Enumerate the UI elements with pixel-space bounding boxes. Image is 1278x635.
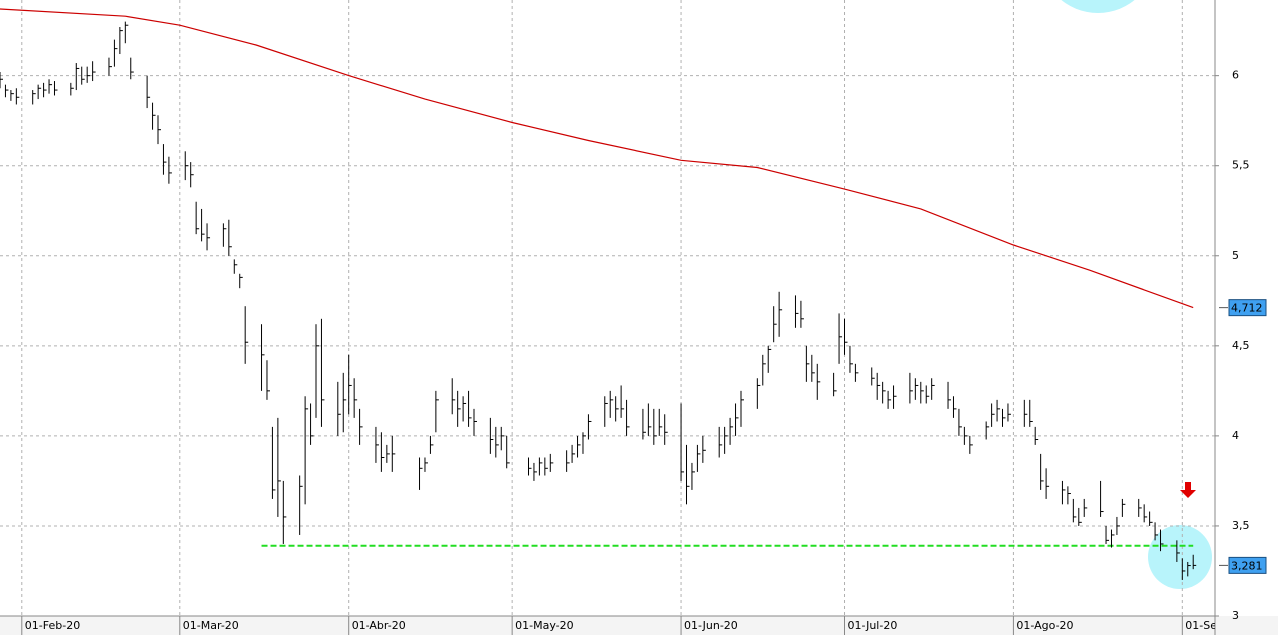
arrow-annotation <box>1180 482 1196 498</box>
y-tick-label: 3,5 <box>1232 519 1250 532</box>
x-tick-label: 01-Ago-20 <box>1016 619 1073 632</box>
x-tick-label: 01-Jul-20 <box>848 619 898 632</box>
y-tick-label: 5,5 <box>1232 159 1250 172</box>
highlight-circle <box>1061 0 1135 13</box>
x-tick-label: 01-Mar-20 <box>183 619 239 632</box>
price-marker-label: 3,281 <box>1231 559 1263 572</box>
grid <box>0 0 1215 616</box>
price-marker <box>1228 556 1267 574</box>
x-tick-label: 01-May-20 <box>515 619 573 632</box>
price-marker-label: 4,712 <box>1231 302 1263 315</box>
x-tick-label: 01-Feb-20 <box>25 619 80 632</box>
x-tick-label: 01-Sep-20 <box>1185 619 1242 632</box>
highlight-circle <box>1148 525 1212 589</box>
x-tick-label: 01-Abr-20 <box>352 619 406 632</box>
plot-area <box>0 8 1197 580</box>
x-axis-strip <box>0 616 1278 635</box>
y-tick-label: 6 <box>1232 69 1239 82</box>
price-marker <box>1228 299 1267 317</box>
x-tick-label: 01-Jun-20 <box>684 619 738 632</box>
moving-average <box>0 8 1194 309</box>
y-tick-label: 4,5 <box>1232 339 1250 352</box>
y-tick-label: 5 <box>1232 249 1239 262</box>
axes: 3 3,5 4 4,5 5 5,5 6 01-Feb-20 01-Mar-20 01-Abr-20… <box>21 69 1267 635</box>
y-tick-label: 3 <box>1232 609 1239 622</box>
y-tick-label: 4 <box>1232 429 1239 442</box>
